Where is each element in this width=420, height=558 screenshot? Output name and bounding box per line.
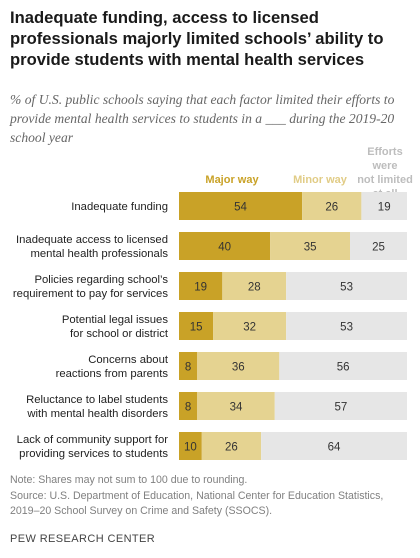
data-label: 35 — [304, 242, 317, 254]
category-label-line: Lack of community support for — [17, 434, 169, 446]
category-label-line: requirement to pay for services — [13, 288, 168, 300]
bar-not-limited — [274, 392, 407, 420]
data-label: 53 — [340, 282, 353, 294]
data-label: 25 — [372, 242, 385, 254]
note-line: Note: Shares may not sum to 100 due to r… — [10, 474, 248, 486]
pew-research-center-logo: PEW RESEARCH CENTER — [10, 533, 156, 545]
data-label: 28 — [248, 282, 261, 294]
bar-minor-way — [270, 232, 350, 260]
bar-minor-way — [222, 272, 287, 300]
category-label-line: Inadequate funding — [71, 201, 168, 213]
bar-not-limited — [286, 312, 407, 340]
bar-major-way — [179, 192, 303, 220]
legend-not-limited-line: Efforts were — [367, 146, 403, 172]
bar-not-limited — [286, 272, 407, 300]
data-label: 57 — [334, 402, 347, 414]
category-label-line: reactions from parents — [56, 368, 169, 380]
bar-not-limited — [279, 352, 407, 380]
data-label: 32 — [243, 322, 256, 334]
source-line: Source: U.S. Department of Education, Na… — [10, 489, 384, 502]
bar-major-way — [179, 392, 198, 420]
data-label: 19 — [194, 282, 207, 294]
bar-minor-way — [213, 312, 287, 340]
data-label: 26 — [225, 442, 238, 454]
category-label-line: Concerns about — [88, 354, 169, 366]
data-label: 26 — [325, 202, 338, 214]
bar-major-way — [179, 432, 202, 460]
legend-minor-way: Minor way — [293, 174, 347, 186]
data-label: 53 — [340, 322, 353, 334]
bar-major-way — [179, 312, 214, 340]
category-label-line: for school or district — [70, 328, 169, 340]
category-label: Policies regarding school’s requirement t… — [13, 274, 168, 300]
chart-title: Inadequate funding, access to licensed p… — [10, 8, 384, 69]
data-label: 40 — [218, 242, 231, 254]
data-label: 34 — [230, 402, 243, 414]
legend-major-way: Major way — [205, 174, 259, 186]
bar-not-limited — [350, 232, 407, 260]
category-label: Inadequate access to licensed mental heal… — [16, 234, 168, 260]
category-label-line: mental health professionals — [30, 248, 168, 260]
stacked-bar-chart: Inadequate funding 54 26 19 Inadequate acces… — [13, 192, 407, 460]
category-label-line: Inadequate access to licensed — [16, 234, 168, 246]
bar-major-way — [179, 272, 223, 300]
bar-major-way — [179, 352, 198, 380]
bar-not-limited — [261, 432, 407, 460]
legend-not-limited-line: not limited — [357, 174, 413, 186]
bar-minor-way — [302, 192, 362, 220]
data-label: 10 — [184, 442, 197, 454]
source-line: 2019–20 School Survey on Crime and Safet… — [10, 505, 273, 517]
data-label: 15 — [190, 322, 203, 334]
bar-not-limited — [361, 192, 407, 220]
category-label: Potential legal issues for school or dist… — [62, 314, 169, 340]
data-label: 64 — [328, 442, 341, 454]
data-label: 8 — [185, 362, 191, 374]
chart-subtitle: % of U.S. public schools saying that eac… — [10, 92, 395, 145]
category-label-line: Reluctance to label students — [26, 394, 168, 406]
category-label-line: providing services to students — [19, 448, 168, 460]
bar-minor-way — [197, 352, 280, 380]
data-label: 56 — [337, 362, 350, 374]
data-label: 54 — [234, 202, 247, 214]
data-label: 19 — [378, 202, 391, 214]
chart-notes: Note: Shares may not sum to 100 due to r… — [10, 473, 415, 520]
bar-minor-way — [201, 432, 262, 460]
category-label: Inadequate funding — [71, 201, 168, 213]
category-label-line: with mental health disorders — [26, 408, 168, 420]
bar-major-way — [179, 232, 271, 260]
data-label: 36 — [232, 362, 245, 374]
category-label: Lack of community support for providing s… — [17, 434, 169, 460]
category-label: Reluctance to label students with mental … — [26, 394, 168, 420]
data-label: 8 — [185, 402, 191, 414]
bar-minor-way — [197, 392, 275, 420]
category-label: Concerns about reactions from parents — [56, 354, 169, 380]
category-label-line: Policies regarding school’s — [34, 274, 168, 286]
category-label-line: Potential legal issues — [62, 314, 168, 326]
